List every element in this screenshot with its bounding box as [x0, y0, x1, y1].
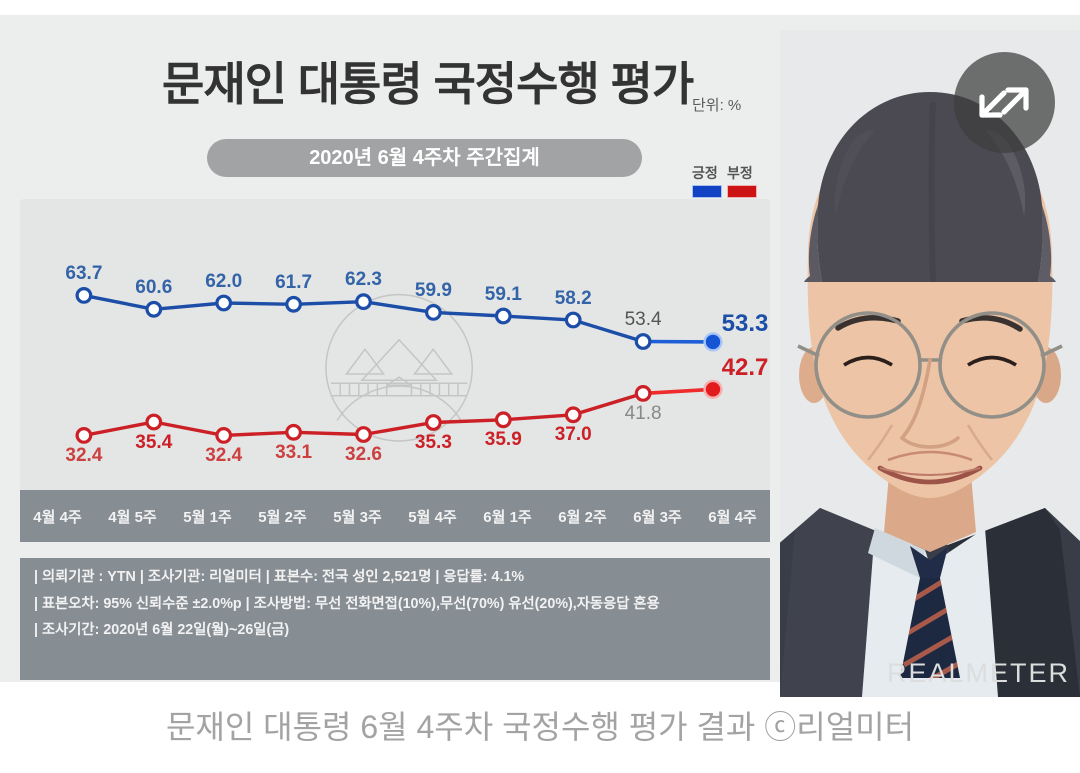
svg-text:53.3: 53.3 — [722, 310, 769, 337]
svg-text:62.0: 62.0 — [205, 271, 242, 292]
svg-text:63.7: 63.7 — [65, 263, 102, 284]
svg-text:35.3: 35.3 — [415, 432, 452, 453]
svg-text:60.6: 60.6 — [135, 277, 172, 298]
svg-text:32.4: 32.4 — [65, 445, 102, 466]
svg-text:37.0: 37.0 — [555, 424, 592, 445]
svg-text:61.7: 61.7 — [275, 272, 312, 293]
svg-text:58.2: 58.2 — [555, 288, 592, 309]
svg-text:32.4: 32.4 — [205, 445, 242, 466]
svg-text:35.4: 35.4 — [135, 432, 172, 453]
svg-text:REALMETER: REALMETER — [887, 658, 1070, 688]
svg-text:62.3: 62.3 — [345, 269, 382, 290]
svg-text:53.4: 53.4 — [625, 309, 662, 330]
svg-text:33.1: 33.1 — [275, 442, 312, 463]
svg-text:42.7: 42.7 — [722, 354, 769, 381]
svg-text:35.9: 35.9 — [485, 429, 522, 450]
svg-text:41.8: 41.8 — [625, 403, 662, 424]
svg-text:59.9: 59.9 — [415, 280, 452, 301]
svg-text:59.1: 59.1 — [485, 284, 522, 305]
svg-text:32.6: 32.6 — [345, 444, 382, 465]
